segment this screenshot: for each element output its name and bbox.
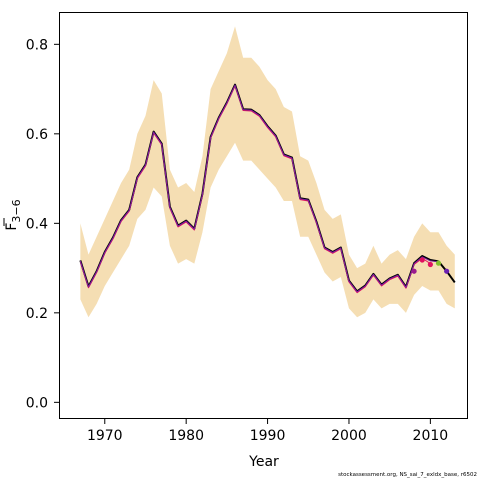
x-tick-label-2010: 2010 [413,428,449,444]
plot-frame [59,12,468,419]
retro-endpoint-2012 [444,268,450,274]
confidence-band [80,26,455,318]
retro-endpoint-2008 [411,268,417,274]
x-tick-label-2000: 2000 [331,428,367,444]
x-axis-title: Year [248,454,279,470]
source-footnote: stockassessment.org, NS_sai_7_exldx_base… [338,472,477,478]
series-lines-layer [79,83,456,294]
y-tick-label-0.6: 0.6 [26,127,48,143]
retro-endpoint-2010 [427,261,433,268]
y-tick-label-0.4: 0.4 [26,216,48,232]
y-axis: 0.0 0.2 0.4 0.6 0.8 [26,37,60,411]
x-tick-label-1990: 1990 [250,428,286,444]
x-axis: 1970 1980 1990 2000 2010 [87,418,448,444]
svg-text:F3−6: F3−6 [4,199,23,230]
x-tick-label-1980: 1980 [168,428,204,444]
retro-line-2 [79,84,439,293]
confidence-band-layer [80,26,455,318]
y-tick-label-0: 0.0 [26,395,48,411]
y-axis-title-main: F [4,223,20,231]
retro-endpoint-2011 [435,260,442,266]
y-axis-title-subscript: 3−6 [10,199,23,222]
x-tick-label-1970: 1970 [87,428,123,444]
y-tick-label-0.8: 0.8 [26,37,48,53]
y-axis-title: F3−6 [3,199,23,231]
y-tick-label-0.2: 0.2 [26,306,48,322]
retro-points-layer [411,257,450,274]
retro-endpoint-2009 [419,257,425,263]
